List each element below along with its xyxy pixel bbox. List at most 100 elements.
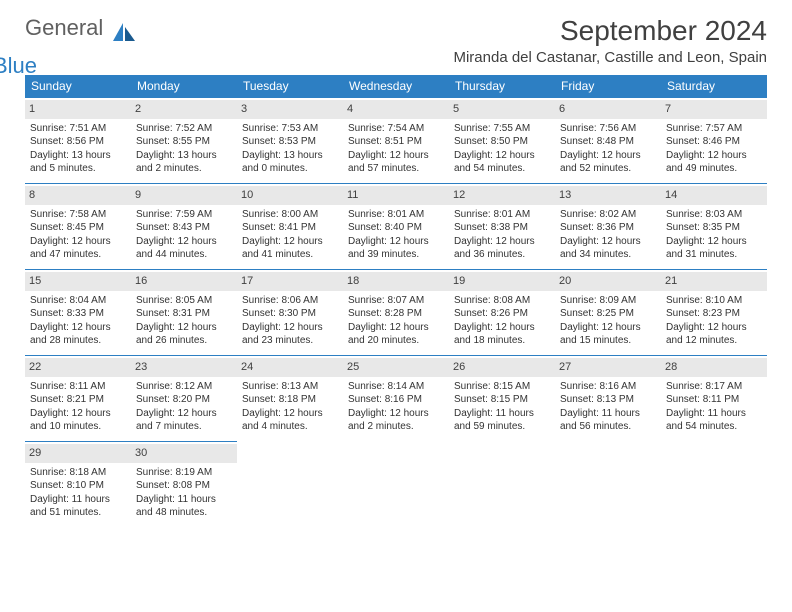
calendar-cell: 3Sunrise: 7:53 AMSunset: 8:53 PMDaylight…	[237, 98, 343, 184]
sunset-line: Sunset: 8:15 PM	[453, 393, 551, 407]
sunrise-line: Sunrise: 8:01 AM	[347, 208, 445, 222]
calendar-row: 29Sunrise: 8:18 AMSunset: 8:10 PMDayligh…	[25, 442, 767, 528]
calendar-cell: 29Sunrise: 8:18 AMSunset: 8:10 PMDayligh…	[25, 442, 131, 528]
calendar-table: SundayMondayTuesdayWednesdayThursdayFrid…	[25, 75, 767, 528]
day-number: 16	[131, 272, 237, 291]
sunset-line: Sunset: 8:30 PM	[241, 307, 339, 321]
day-number: 30	[131, 444, 237, 463]
calendar-cell: 5Sunrise: 7:55 AMSunset: 8:50 PMDaylight…	[449, 98, 555, 184]
calendar-header-row: SundayMondayTuesdayWednesdayThursdayFrid…	[25, 75, 767, 98]
calendar-cell: 16Sunrise: 8:05 AMSunset: 8:31 PMDayligh…	[131, 270, 237, 356]
daylight-line: Daylight: 12 hours and 57 minutes.	[347, 149, 445, 176]
sunrise-line: Sunrise: 8:05 AM	[135, 294, 233, 308]
calendar-cell: 12Sunrise: 8:01 AMSunset: 8:38 PMDayligh…	[449, 184, 555, 270]
sunset-line: Sunset: 8:26 PM	[453, 307, 551, 321]
daylight-line: Daylight: 12 hours and 12 minutes.	[665, 321, 763, 348]
calendar-row: 22Sunrise: 8:11 AMSunset: 8:21 PMDayligh…	[25, 356, 767, 442]
sunrise-line: Sunrise: 8:09 AM	[559, 294, 657, 308]
sunrise-line: Sunrise: 7:54 AM	[347, 122, 445, 136]
sunset-line: Sunset: 8:35 PM	[665, 221, 763, 235]
sunrise-line: Sunrise: 8:02 AM	[559, 208, 657, 222]
sunrise-line: Sunrise: 8:10 AM	[665, 294, 763, 308]
daylight-line: Daylight: 12 hours and 15 minutes.	[559, 321, 657, 348]
sunrise-line: Sunrise: 8:16 AM	[559, 380, 657, 394]
sunset-line: Sunset: 8:56 PM	[29, 135, 127, 149]
sunset-line: Sunset: 8:45 PM	[29, 221, 127, 235]
day-number: 12	[449, 186, 555, 205]
daylight-line: Daylight: 12 hours and 18 minutes.	[453, 321, 551, 348]
calendar-cell-empty	[555, 442, 661, 528]
daylight-line: Daylight: 12 hours and 2 minutes.	[347, 407, 445, 434]
calendar-cell: 4 Sunrise: 7:54 AMSunset: 8:51 PMDaylight…	[343, 98, 449, 184]
day-number: 7	[661, 100, 767, 119]
sunset-line: Sunset: 8:20 PM	[135, 393, 233, 407]
calendar-cell: 22Sunrise: 8:11 AMSunset: 8:21 PMDayligh…	[25, 356, 131, 442]
daylight-line: Daylight: 13 hours and 2 minutes.	[135, 149, 233, 176]
day-number: 14	[661, 186, 767, 205]
day-number: 17	[237, 272, 343, 291]
day-number: 9	[131, 186, 237, 205]
day-number: 22	[25, 358, 131, 377]
sunrise-line: Sunrise: 8:06 AM	[241, 294, 339, 308]
sunset-line: Sunset: 8:16 PM	[347, 393, 445, 407]
sunrise-line: Sunrise: 8:00 AM	[241, 208, 339, 222]
sunset-line: Sunset: 8:11 PM	[665, 393, 763, 407]
sunrise-line: Sunrise: 7:58 AM	[29, 208, 127, 222]
calendar-row: 15Sunrise: 8:04 AMSunset: 8:33 PMDayligh…	[25, 270, 767, 356]
day-header: Saturday	[661, 75, 767, 98]
calendar-cell: 10Sunrise: 8:00 AMSunset: 8:41 PMDayligh…	[237, 184, 343, 270]
day-number: 10	[237, 186, 343, 205]
sunrise-line: Sunrise: 8:13 AM	[241, 380, 339, 394]
day-number: 21	[661, 272, 767, 291]
sunset-line: Sunset: 8:28 PM	[347, 307, 445, 321]
sunset-line: Sunset: 8:53 PM	[241, 135, 339, 149]
month-title: September 2024	[453, 15, 767, 47]
title-block: September 2024 Miranda del Castanar, Cas…	[453, 15, 767, 66]
calendar-cell: 8 Sunrise: 7:58 AMSunset: 8:45 PMDaylight…	[25, 184, 131, 270]
day-number: 20	[555, 272, 661, 291]
daylight-line: Daylight: 12 hours and 47 minutes.	[29, 235, 127, 262]
day-number: 3	[237, 100, 343, 119]
sunset-line: Sunset: 8:36 PM	[559, 221, 657, 235]
sunrise-line: Sunrise: 7:53 AM	[241, 122, 339, 136]
day-number: 1	[25, 100, 131, 119]
logo-text-blue: Blue	[0, 53, 37, 78]
calendar-cell: 20 Sunrise: 8:09 AMSunset: 8:25 PMDayligh…	[555, 270, 661, 356]
calendar-cell: 7Sunrise: 7:57 AMSunset: 8:46 PMDaylight…	[661, 98, 767, 184]
sunrise-line: Sunrise: 7:55 AM	[453, 122, 551, 136]
day-number: 29	[25, 444, 131, 463]
sunset-line: Sunset: 8:46 PM	[665, 135, 763, 149]
day-number: 4	[343, 100, 449, 119]
daylight-line: Daylight: 12 hours and 36 minutes.	[453, 235, 551, 262]
daylight-line: Daylight: 12 hours and 10 minutes.	[29, 407, 127, 434]
logo-sail-icon	[113, 21, 135, 47]
header: General Blue September 2024 Miranda del …	[25, 15, 767, 67]
daylight-line: Daylight: 12 hours and 7 minutes.	[135, 407, 233, 434]
sunset-line: Sunset: 8:31 PM	[135, 307, 233, 321]
calendar-cell: 30Sunrise: 8:19 AMSunset: 8:08 PMDayligh…	[131, 442, 237, 528]
calendar-row: 1 Sunrise: 7:51 AMSunset: 8:56 PM Daylight…	[25, 98, 767, 184]
calendar-cell: 19Sunrise: 8:08 AMSunset: 8:26 PMDayligh…	[449, 270, 555, 356]
calendar-cell: 1Sunrise: 7:51 AMSunset: 8:56 PMDaylight…	[25, 98, 131, 184]
calendar-cell: 28Sunrise: 8:17 AMSunset: 8:11 PMDayligh…	[661, 356, 767, 442]
calendar-cell: 11Sunrise: 8:01 AMSunset: 8:40 PMDayligh…	[343, 184, 449, 270]
day-number: 26	[449, 358, 555, 377]
calendar-cell: 15Sunrise: 8:04 AMSunset: 8:33 PMDayligh…	[25, 270, 131, 356]
day-number: 8	[25, 186, 131, 205]
sunset-line: Sunset: 8:25 PM	[559, 307, 657, 321]
sunset-line: Sunset: 8:51 PM	[347, 135, 445, 149]
sunset-line: Sunset: 8:23 PM	[665, 307, 763, 321]
sunrise-line: Sunrise: 7:57 AM	[665, 122, 763, 136]
calendar-row: 8Sunrise: 7:58 AMSunset: 8:45 PMDaylight…	[25, 184, 767, 270]
sunset-line: Sunset: 8:50 PM	[453, 135, 551, 149]
calendar-cell: 14Sunrise: 8:03 AMSunset: 8:35 PMDayligh…	[661, 184, 767, 270]
sunrise-line: Sunrise: 8:04 AM	[29, 294, 127, 308]
calendar-cell-empty	[237, 442, 343, 528]
sunset-line: Sunset: 8:41 PM	[241, 221, 339, 235]
day-number: 2	[131, 100, 237, 119]
daylight-line: Daylight: 12 hours and 52 minutes.	[559, 149, 657, 176]
daylight-line: Daylight: 12 hours and 44 minutes.	[135, 235, 233, 262]
calendar-cell: 25Sunrise: 8:14 AMSunset: 8:16 PMDayligh…	[343, 356, 449, 442]
sunrise-line: Sunrise: 7:51 AM	[29, 122, 127, 136]
calendar-cell: 18Sunrise: 8:07 AMSunset: 8:28 PMDayligh…	[343, 270, 449, 356]
